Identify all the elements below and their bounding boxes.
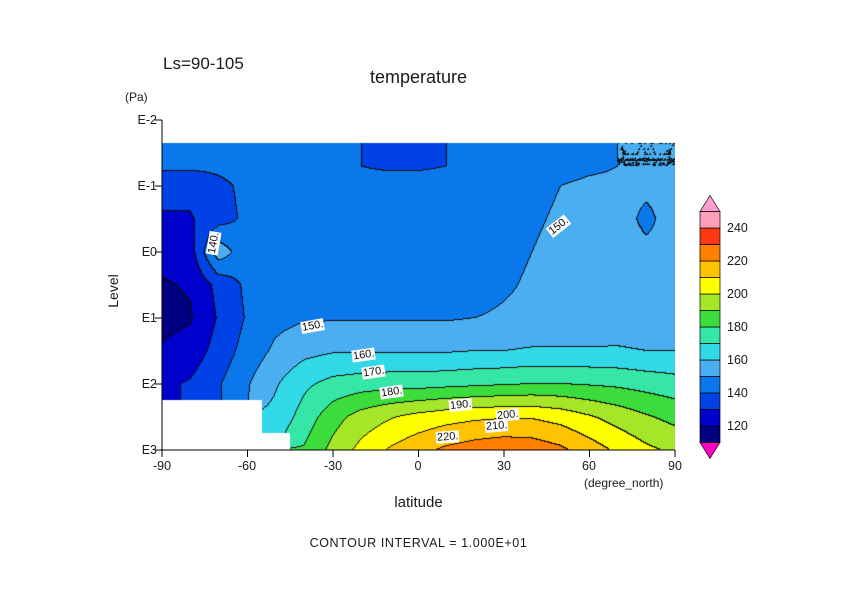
colorbar — [699, 194, 721, 460]
colorbar-band — [699, 425, 721, 443]
x-tick-label: -90 — [152, 459, 172, 473]
colorbar-label: 180 — [727, 320, 748, 334]
contour-field-canvas — [162, 120, 675, 450]
colorbar-band — [699, 359, 721, 377]
x-axis-unit: (degree_north) — [584, 476, 664, 490]
x-tick-label: -30 — [323, 459, 343, 473]
colorbar-band — [699, 326, 721, 344]
contour-label-220: 220. — [435, 430, 460, 444]
plot-title: temperature — [369, 67, 468, 87]
colorbar-over-arrow — [699, 194, 721, 212]
colorbar-under-arrow — [699, 442, 721, 460]
y-tick-label: E-1 — [137, 179, 157, 193]
x-tick-label: 60 — [582, 459, 596, 473]
x-tick-label: 0 — [414, 459, 422, 473]
colorbar-band — [699, 392, 721, 410]
y-axis-unit: (Pa) — [125, 90, 148, 104]
colorbar-band — [699, 376, 721, 394]
y-tick-label: E2 — [141, 377, 157, 391]
y-tick-label: E3 — [141, 443, 157, 457]
colorbar-band — [699, 211, 721, 229]
y-axis-label: Level — [105, 274, 121, 308]
colorbar-band — [699, 409, 721, 427]
colorbar-band — [699, 343, 721, 361]
x-tick-label: 90 — [668, 459, 682, 473]
colorbar-label: 220 — [727, 254, 748, 268]
colorbar-band — [699, 260, 721, 278]
contour-label-210: 210. — [484, 419, 509, 433]
y-tick-marks — [155, 119, 162, 451]
colorbar-band — [699, 310, 721, 328]
contour-label-190: 190. — [448, 397, 473, 413]
y-tick-label: E-2 — [137, 113, 157, 127]
contour-interval-note: CONTOUR INTERVAL = 1.000E+01 — [309, 536, 528, 550]
colorbar-label: 120 — [727, 419, 748, 433]
x-tick-marks — [161, 450, 676, 457]
colorbar-band — [699, 244, 721, 262]
y-tick-label: E0 — [141, 245, 157, 259]
colorbar-band — [699, 227, 721, 245]
x-tick-label: 30 — [497, 459, 511, 473]
ls-range-label: Ls=90-105 — [163, 54, 244, 73]
colorbar-band — [699, 277, 721, 295]
colorbar-band — [699, 293, 721, 311]
x-axis-label: latitude — [394, 494, 443, 511]
colorbar-label: 200 — [727, 287, 748, 301]
x-tick-label: -60 — [237, 459, 257, 473]
y-tick-label: E1 — [141, 311, 157, 325]
colorbar-label: 240 — [727, 221, 748, 235]
colorbar-label: 140 — [727, 386, 748, 400]
colorbar-label: 160 — [727, 353, 748, 367]
